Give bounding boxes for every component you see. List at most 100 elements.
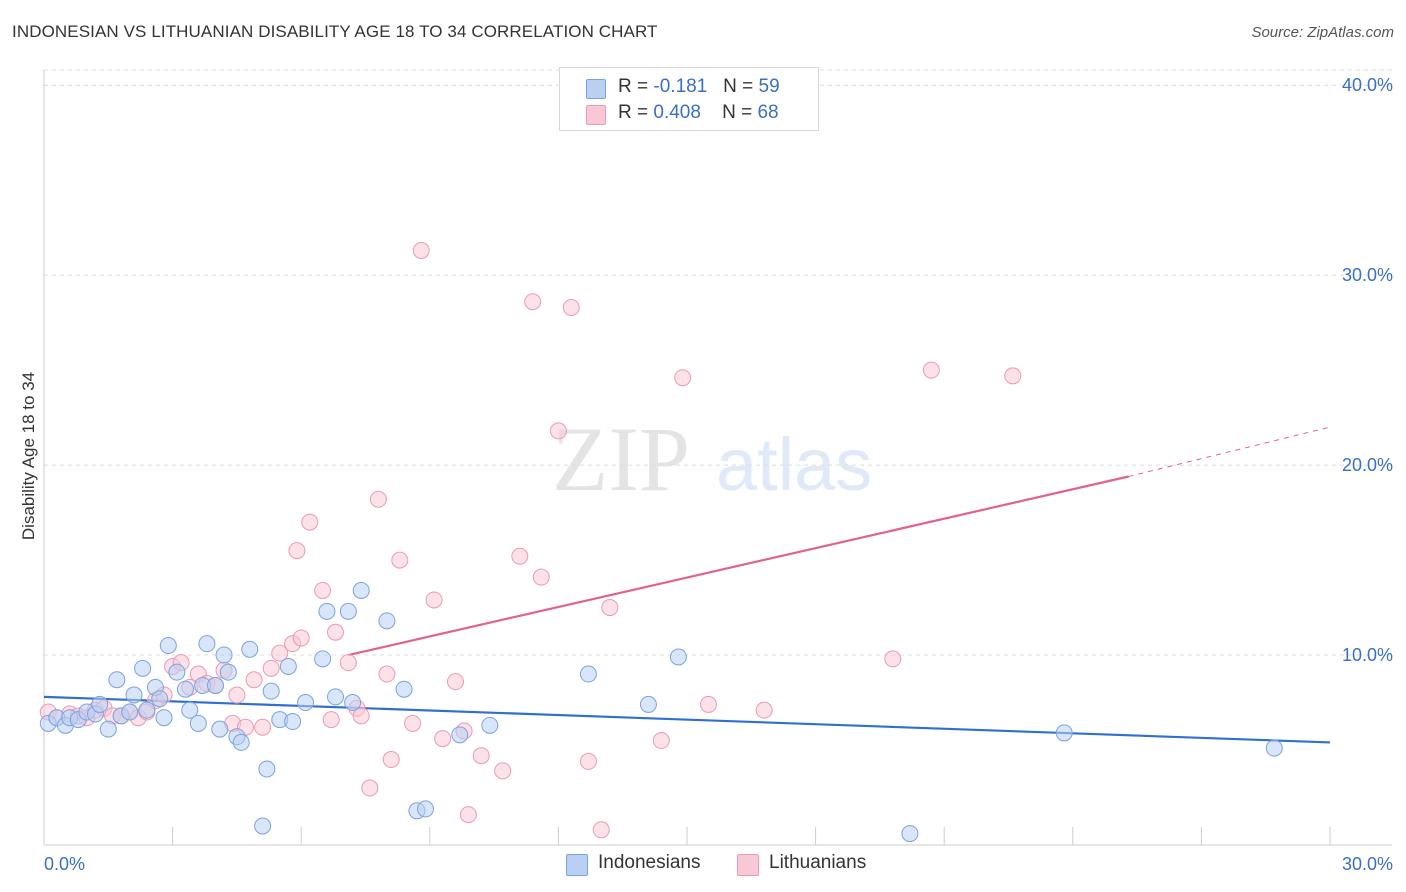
watermark-atlas: atlas bbox=[716, 423, 872, 506]
lithuanians-point bbox=[288, 542, 306, 560]
lithuanians-point bbox=[326, 623, 344, 641]
lithuanians-point bbox=[652, 732, 670, 750]
indonesians-point bbox=[296, 694, 314, 712]
indonesians-point bbox=[326, 688, 344, 706]
lithuanians-point bbox=[254, 718, 272, 736]
y-tick-label: 20.0% bbox=[1342, 455, 1393, 475]
indonesians-point bbox=[262, 682, 280, 700]
lithuanians-point bbox=[425, 591, 443, 609]
lithuanians-point bbox=[378, 665, 396, 683]
indonesians-point bbox=[254, 817, 272, 835]
indonesians-point bbox=[108, 671, 126, 689]
indonesians-swatch bbox=[586, 79, 606, 99]
y-axis-label: Disability Age 18 to 34 bbox=[19, 372, 38, 540]
lithuanians-point bbox=[301, 513, 319, 531]
y-tick-label: 10.0% bbox=[1342, 645, 1393, 665]
indonesians-point bbox=[232, 733, 250, 751]
lithuanians-trend-line-extension bbox=[1128, 426, 1331, 477]
indonesians-point bbox=[314, 650, 332, 668]
indonesians-point bbox=[339, 602, 357, 620]
indonesians-point bbox=[219, 663, 237, 681]
indonesians-point bbox=[206, 676, 224, 694]
indonesians-point bbox=[176, 680, 194, 698]
indonesians-point bbox=[215, 646, 233, 664]
indonesians-legend-swatch bbox=[566, 854, 588, 876]
indonesians-point bbox=[639, 695, 657, 713]
n-label: N = bbox=[722, 102, 753, 123]
indonesians-point bbox=[189, 714, 207, 732]
lithuanians-point bbox=[699, 695, 717, 713]
lithuanians-point bbox=[352, 707, 370, 725]
lithuanians-point bbox=[494, 762, 512, 780]
indonesians-point bbox=[155, 709, 173, 727]
lithuanians-point bbox=[674, 369, 692, 387]
source-credit: Source: ZipAtlas.com bbox=[1251, 24, 1394, 41]
indonesians-point bbox=[159, 637, 177, 655]
indonesians-point bbox=[91, 695, 109, 713]
indonesians-point bbox=[378, 612, 396, 630]
watermark-zip: ZIP bbox=[552, 408, 690, 510]
indonesians-point bbox=[198, 635, 216, 653]
lithuanians-point bbox=[391, 551, 409, 569]
lithuanians-point bbox=[245, 671, 263, 689]
indonesians-point bbox=[168, 663, 186, 681]
r-label: R = bbox=[618, 76, 649, 97]
data-points bbox=[39, 241, 1283, 843]
lithuanians-point bbox=[472, 747, 490, 765]
indonesians-point bbox=[134, 659, 152, 677]
lithuanians-point bbox=[511, 547, 529, 565]
lithuanians-point bbox=[404, 714, 422, 732]
indonesians-point bbox=[121, 703, 139, 721]
lithuanians-point bbox=[922, 361, 940, 379]
y-tick-label: 40.0% bbox=[1342, 75, 1393, 95]
lithuanians-point bbox=[592, 821, 610, 839]
indonesians-point bbox=[138, 701, 156, 719]
lithuanians-point bbox=[524, 293, 542, 311]
indonesians-n-value: 59 bbox=[758, 76, 780, 97]
indonesians-point bbox=[181, 701, 199, 719]
indonesians-point bbox=[279, 657, 297, 675]
lithuanians-point bbox=[369, 490, 387, 508]
lithuanians-point bbox=[532, 568, 550, 586]
lithuanians-point bbox=[447, 673, 465, 691]
gridlines bbox=[44, 69, 1392, 656]
lithuanians-legend-swatch bbox=[737, 854, 759, 876]
indonesians-point bbox=[395, 680, 413, 698]
indonesians-point bbox=[258, 760, 276, 778]
lithuanians-point bbox=[1004, 367, 1022, 385]
x-tick-label: 0.0% bbox=[44, 854, 85, 874]
indonesians-point bbox=[669, 648, 687, 666]
indonesians-point bbox=[451, 726, 469, 744]
indonesians-trend-line bbox=[43, 695, 1331, 744]
lithuanians-point bbox=[412, 241, 430, 259]
lithuanians-n-value: 68 bbox=[757, 102, 779, 123]
lithuanians-point bbox=[361, 779, 379, 797]
indonesians-r-value: -0.181 bbox=[653, 76, 708, 97]
lithuanians-point bbox=[228, 686, 246, 704]
indonesians-point bbox=[901, 825, 919, 843]
lithuanians-point bbox=[601, 599, 619, 617]
lithuanians-trend-line bbox=[348, 475, 1129, 657]
chart-title: INDONESIAN VS LITHUANIAN DISABILITY AGE … bbox=[12, 22, 658, 41]
indonesians-point bbox=[211, 720, 229, 738]
indonesians-point bbox=[1055, 724, 1073, 742]
lithuanians-point bbox=[322, 711, 340, 729]
indonesians-point bbox=[352, 581, 370, 599]
lithuanians-swatch bbox=[586, 105, 606, 125]
n-label: N = bbox=[723, 76, 754, 97]
lithuanians-point bbox=[549, 422, 567, 440]
lithuanians-point bbox=[434, 730, 452, 748]
lithuanians-point bbox=[755, 701, 773, 719]
lithuanians-point bbox=[339, 654, 357, 672]
lithuanians-point bbox=[579, 752, 597, 770]
y-tick-label: 30.0% bbox=[1342, 265, 1393, 285]
indonesians-point bbox=[1265, 739, 1283, 757]
lithuanians-point bbox=[292, 629, 310, 647]
indonesians-point bbox=[481, 716, 499, 734]
indonesians-point bbox=[125, 686, 143, 704]
lithuanians-point bbox=[562, 298, 580, 316]
indonesians-legend-label: Indonesians bbox=[598, 852, 701, 873]
indonesians-point bbox=[284, 713, 302, 731]
indonesians-point bbox=[99, 720, 117, 738]
